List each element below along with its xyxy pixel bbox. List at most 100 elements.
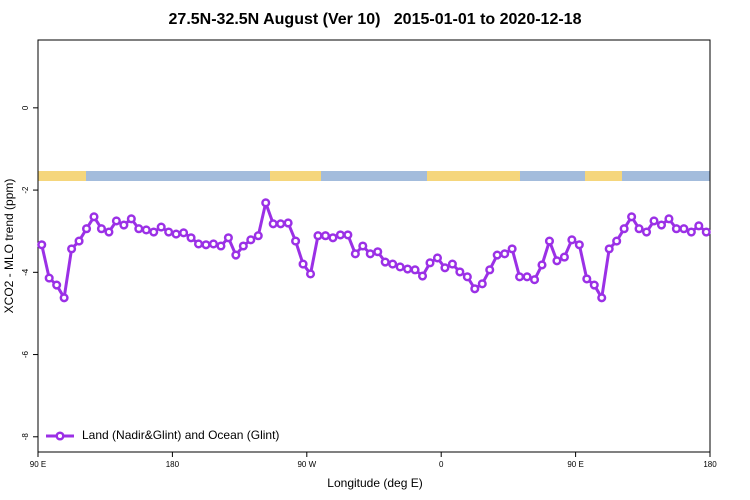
data-point bbox=[164, 227, 174, 237]
data-point bbox=[156, 222, 166, 232]
data-point bbox=[134, 224, 144, 234]
data-point bbox=[179, 228, 189, 238]
data-point bbox=[619, 224, 629, 234]
data-point bbox=[305, 269, 316, 279]
data-point bbox=[335, 230, 345, 240]
data-point bbox=[350, 249, 360, 259]
data-point bbox=[694, 221, 704, 231]
data-point bbox=[410, 265, 420, 275]
data-point bbox=[231, 250, 241, 260]
data-point bbox=[59, 293, 69, 303]
data-point bbox=[328, 233, 338, 243]
data-point bbox=[515, 272, 525, 282]
data-point bbox=[440, 263, 450, 273]
data-point bbox=[141, 225, 151, 235]
data-point bbox=[589, 280, 599, 290]
legend-marker bbox=[55, 431, 65, 441]
data-point bbox=[395, 262, 405, 272]
data-point bbox=[67, 244, 77, 254]
data-point bbox=[507, 244, 517, 254]
data-point bbox=[388, 259, 398, 269]
data-point bbox=[291, 236, 301, 246]
data-point bbox=[74, 236, 84, 246]
data-point bbox=[149, 227, 159, 237]
data-point bbox=[522, 272, 532, 282]
data-point bbox=[567, 235, 577, 245]
x-tick-label: 90 E bbox=[567, 460, 583, 469]
data-point bbox=[671, 224, 681, 234]
data-point bbox=[283, 218, 293, 228]
x-tick-label: 180 bbox=[166, 460, 180, 469]
data-point bbox=[500, 249, 510, 259]
data-point bbox=[477, 279, 487, 289]
data-point bbox=[574, 240, 584, 250]
data-point bbox=[455, 267, 465, 277]
data-point bbox=[126, 214, 136, 224]
y-tick-label: -6 bbox=[21, 350, 30, 358]
y-tick-label: 0 bbox=[21, 105, 30, 110]
data-point bbox=[223, 233, 233, 243]
data-point bbox=[447, 259, 457, 269]
data-point bbox=[119, 220, 129, 230]
data-point bbox=[701, 227, 711, 237]
data-point bbox=[679, 224, 689, 234]
data-point bbox=[81, 224, 92, 234]
data-point bbox=[186, 233, 196, 243]
data-point bbox=[380, 257, 390, 267]
land-ocean-strip bbox=[38, 171, 710, 181]
x-tick-label: 180 bbox=[703, 460, 717, 469]
data-point bbox=[104, 227, 114, 237]
data-point bbox=[193, 239, 204, 249]
data-point bbox=[298, 259, 308, 269]
data-point bbox=[649, 216, 659, 226]
data-point bbox=[537, 260, 547, 270]
data-point bbox=[253, 231, 263, 241]
data-point bbox=[208, 239, 219, 249]
data-point bbox=[425, 258, 435, 268]
data-point bbox=[96, 224, 107, 234]
data-point bbox=[358, 241, 368, 251]
data-point bbox=[313, 231, 323, 241]
data-point bbox=[492, 250, 502, 260]
x-tick-label: 90 E bbox=[30, 460, 46, 469]
legend-label: Land (Nadir&Glint) and Ocean (Glint) bbox=[82, 428, 279, 442]
data-point bbox=[634, 224, 644, 234]
data-point bbox=[641, 227, 652, 237]
x-axis-title: Longitude (deg E) bbox=[327, 476, 422, 490]
data-point bbox=[559, 252, 569, 262]
data-point bbox=[544, 236, 555, 246]
y-tick-label: -4 bbox=[21, 268, 30, 276]
data-point bbox=[432, 253, 443, 263]
data-point bbox=[216, 241, 226, 251]
data-point bbox=[52, 280, 62, 290]
data-point bbox=[373, 247, 383, 257]
data-point bbox=[664, 214, 674, 224]
x-tick-label: 90 W bbox=[297, 460, 316, 469]
data-point bbox=[656, 220, 667, 230]
data-point bbox=[89, 212, 99, 222]
data-point bbox=[417, 271, 428, 281]
data-point bbox=[604, 244, 614, 254]
data-point bbox=[261, 198, 271, 208]
data-point bbox=[37, 240, 47, 250]
data-point bbox=[320, 231, 331, 241]
data-point bbox=[582, 274, 592, 284]
data-point bbox=[171, 229, 181, 239]
data-point bbox=[627, 212, 637, 222]
data-point bbox=[246, 235, 256, 245]
data-point bbox=[44, 273, 54, 283]
data-point bbox=[365, 249, 375, 259]
y-tick-label: -2 bbox=[21, 186, 30, 194]
data-point bbox=[276, 219, 286, 229]
data-point bbox=[529, 275, 540, 285]
data-point bbox=[470, 284, 480, 294]
data-point bbox=[238, 241, 248, 251]
data-point bbox=[552, 256, 562, 266]
data-point bbox=[201, 240, 211, 250]
y-axis-title: XCO2 - MLO trend (ppm) bbox=[2, 179, 16, 314]
data-point bbox=[111, 216, 121, 226]
x-tick-label: 0 bbox=[439, 460, 444, 469]
data-point bbox=[462, 272, 472, 282]
data-point bbox=[403, 264, 413, 274]
